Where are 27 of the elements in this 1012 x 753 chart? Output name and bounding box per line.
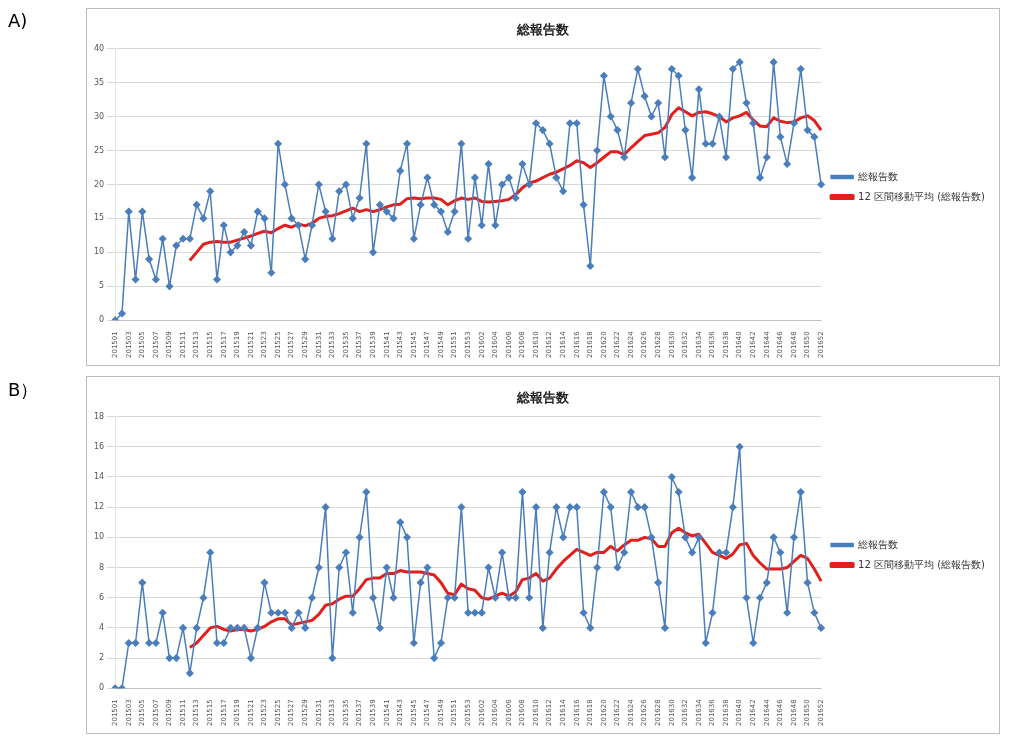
y-tick-label: 2 — [99, 653, 105, 663]
text: A) — [8, 10, 29, 31]
y-tick-label: 0 — [99, 315, 105, 325]
y-tick-label: 14 — [93, 472, 105, 482]
y-tick-label: 10 — [93, 247, 105, 257]
y-tick-label: 40 — [93, 43, 105, 53]
y-tick-label: 0 — [99, 683, 105, 693]
legend-label: 総報告数 — [857, 538, 899, 550]
y-tick-label: 10 — [93, 532, 105, 542]
chart-title: 総報告数 — [516, 22, 570, 38]
y-tick-label: 5 — [99, 281, 105, 291]
y-tick-label: 25 — [93, 145, 105, 155]
y-tick-label: 12 — [93, 502, 105, 512]
y-tick-label: 6 — [99, 592, 105, 602]
y-tick-label: 15 — [93, 213, 105, 223]
legend-label: 12 区間移動平均 (総報告数) — [858, 190, 986, 202]
y-tick-label: 20 — [93, 179, 105, 189]
y-tick-label: 30 — [93, 111, 105, 121]
chart-title: 総報告数 — [516, 390, 570, 406]
y-tick-label: 8 — [99, 562, 105, 572]
legend-label: 総報告数 — [857, 170, 899, 182]
legend-label: 12 区間移動平均 (総報告数) — [858, 558, 986, 570]
text: B） — [8, 378, 40, 402]
y-tick-label: 4 — [99, 622, 105, 632]
y-tick-label: 18 — [93, 411, 105, 421]
y-tick-label: 35 — [93, 77, 105, 87]
y-tick-label: 16 — [93, 441, 105, 451]
